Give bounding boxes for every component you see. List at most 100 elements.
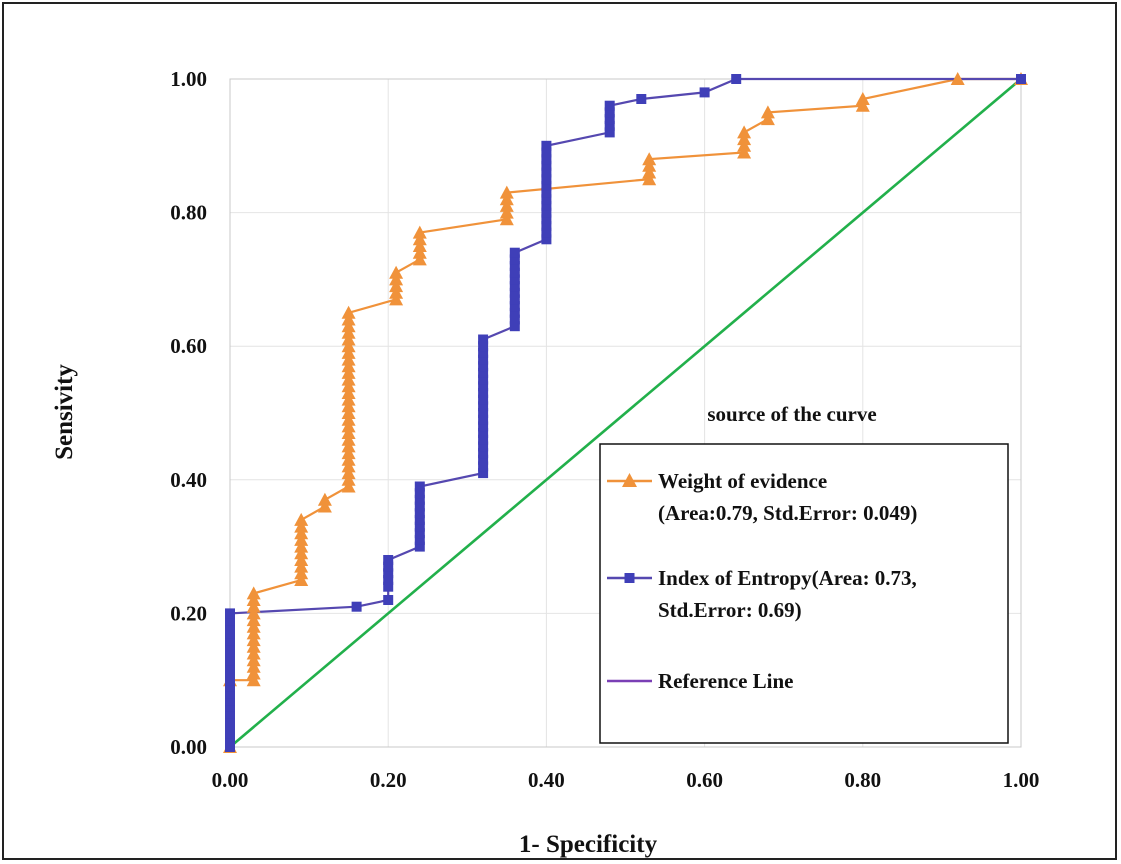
entropy-point <box>225 655 235 666</box>
entropy-point <box>541 187 552 198</box>
woe-point <box>294 559 309 573</box>
entropy-point <box>604 100 615 111</box>
woe-point <box>760 105 775 119</box>
y-tick-label: 1.00 <box>170 67 207 91</box>
woe-point <box>246 613 261 627</box>
entropy-point <box>351 601 362 612</box>
plot-area-border <box>229 78 1022 748</box>
entropy-point <box>225 722 235 732</box>
entropy-point <box>541 167 552 178</box>
woe-point <box>341 345 356 359</box>
entropy-point <box>509 247 520 258</box>
series-line-2 <box>229 78 1022 748</box>
woe-point <box>246 606 261 620</box>
legend-swatch-woe-marker <box>622 473 637 487</box>
woe-point <box>341 446 356 460</box>
entropy-point <box>225 641 235 652</box>
woe-point <box>499 205 514 219</box>
entropy-point <box>478 347 489 358</box>
entropy-point <box>414 488 425 499</box>
entropy-point <box>225 608 235 619</box>
entropy-point <box>541 140 552 151</box>
entropy-point <box>541 227 552 238</box>
y-tick-label: 0.80 <box>170 201 207 225</box>
woe-point <box>246 666 261 680</box>
entropy-point <box>541 160 552 171</box>
woe-point <box>642 165 657 179</box>
entropy-point <box>541 207 552 218</box>
woe-point <box>246 639 261 653</box>
woe-point <box>642 172 657 186</box>
woe-point <box>737 132 752 146</box>
entropy-point <box>478 408 489 418</box>
woe-point <box>341 352 356 366</box>
entropy-point <box>541 174 552 185</box>
woe-point <box>341 319 356 333</box>
woe-point <box>341 479 356 493</box>
entropy-point <box>478 454 489 465</box>
legend-woe-line1: Weight of evidence <box>658 469 827 493</box>
entropy-point <box>414 481 425 492</box>
entropy-point <box>478 367 489 378</box>
entropy-point <box>225 628 235 639</box>
entropy-point <box>478 421 489 432</box>
woe-point <box>412 245 427 259</box>
entropy-point <box>225 661 235 672</box>
entropy-point <box>383 568 394 579</box>
woe-point <box>499 192 514 206</box>
woe-point <box>341 459 356 473</box>
woe-point <box>294 519 309 533</box>
x-tick-label: 0.40 <box>528 768 565 792</box>
entropy-point <box>383 575 394 585</box>
woe-point <box>246 593 261 606</box>
woe-point <box>341 432 356 446</box>
entropy-point <box>478 468 489 479</box>
entropy-point <box>509 301 520 312</box>
entropy-point <box>509 267 520 278</box>
entropy-point <box>636 94 647 104</box>
woe-point <box>317 492 332 506</box>
entropy-point <box>509 287 520 298</box>
entropy-point <box>604 107 615 118</box>
entropy-point <box>731 74 742 84</box>
entropy-point <box>383 581 394 592</box>
woe-point <box>855 92 870 105</box>
entropy-point <box>225 728 235 739</box>
woe-point <box>642 158 657 172</box>
woe-point <box>341 332 356 346</box>
entropy-point <box>541 200 552 211</box>
entropy-point <box>414 534 425 545</box>
woe-point <box>341 466 356 480</box>
woe-point <box>294 512 309 526</box>
woe-point <box>294 526 309 540</box>
y-tick-label: 0.60 <box>170 334 207 358</box>
entropy-point <box>1016 74 1026 84</box>
woe-point <box>950 72 965 85</box>
entropy-point <box>541 147 552 158</box>
woe-point <box>499 212 514 226</box>
entropy-point <box>225 695 235 706</box>
woe-point <box>499 198 514 212</box>
entropy-point <box>478 388 489 398</box>
legend-title: source of the curve <box>707 402 876 426</box>
woe-point <box>246 626 261 640</box>
woe-point <box>246 599 261 613</box>
woe-point <box>341 412 356 426</box>
woe-point <box>737 145 752 159</box>
entropy-point <box>414 508 425 519</box>
entropy-point <box>509 294 520 305</box>
entropy-point <box>541 194 552 205</box>
entropy-point <box>699 87 710 98</box>
series-layer <box>223 72 1028 753</box>
legend-entropy-line1: Index of Entropy(Area: 0.73, <box>658 566 917 590</box>
woe-point <box>389 279 404 293</box>
woe-point <box>294 553 309 566</box>
entropy-point <box>509 281 520 292</box>
entropy-point <box>509 314 520 325</box>
legend-reference-label: Reference Line <box>658 669 793 693</box>
woe-point <box>341 472 356 486</box>
woe-point <box>412 239 427 252</box>
woe-point <box>341 372 356 386</box>
woe-point <box>412 252 427 266</box>
entropy-point <box>383 595 394 605</box>
